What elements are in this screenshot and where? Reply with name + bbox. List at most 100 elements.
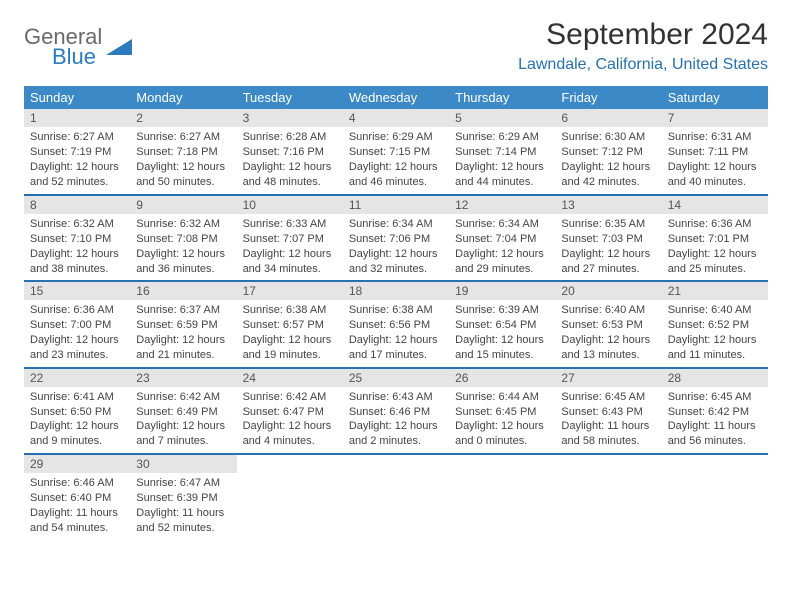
logo-text-bottom: Blue <box>52 44 102 70</box>
day-body: Sunrise: 6:39 AMSunset: 6:54 PMDaylight:… <box>449 300 555 366</box>
title-block: September 2024 Lawndale, California, Uni… <box>518 18 768 74</box>
day-number: 15 <box>24 282 130 300</box>
day-number: 11 <box>343 196 449 214</box>
header: General Blue September 2024 Lawndale, Ca… <box>24 18 768 74</box>
calendar-cell: 25Sunrise: 6:43 AMSunset: 6:46 PMDayligh… <box>343 368 449 454</box>
calendar-cell: 3Sunrise: 6:28 AMSunset: 7:16 PMDaylight… <box>237 109 343 195</box>
calendar-cell: 16Sunrise: 6:37 AMSunset: 6:59 PMDayligh… <box>130 281 236 367</box>
day-number: 28 <box>662 369 768 387</box>
day-body: Sunrise: 6:37 AMSunset: 6:59 PMDaylight:… <box>130 300 236 366</box>
day-body: Sunrise: 6:43 AMSunset: 6:46 PMDaylight:… <box>343 387 449 453</box>
day-body: Sunrise: 6:42 AMSunset: 6:49 PMDaylight:… <box>130 387 236 453</box>
day-body: Sunrise: 6:45 AMSunset: 6:42 PMDaylight:… <box>662 387 768 453</box>
day-number: 2 <box>130 109 236 127</box>
day-number: 25 <box>343 369 449 387</box>
day-number: 5 <box>449 109 555 127</box>
day-header: Tuesday <box>237 86 343 109</box>
calendar-cell: 23Sunrise: 6:42 AMSunset: 6:49 PMDayligh… <box>130 368 236 454</box>
calendar-cell: 4Sunrise: 6:29 AMSunset: 7:15 PMDaylight… <box>343 109 449 195</box>
calendar-cell: 19Sunrise: 6:39 AMSunset: 6:54 PMDayligh… <box>449 281 555 367</box>
day-body: Sunrise: 6:36 AMSunset: 7:00 PMDaylight:… <box>24 300 130 366</box>
day-header: Monday <box>130 86 236 109</box>
day-body: Sunrise: 6:41 AMSunset: 6:50 PMDaylight:… <box>24 387 130 453</box>
day-body: Sunrise: 6:30 AMSunset: 7:12 PMDaylight:… <box>555 127 661 193</box>
day-body: Sunrise: 6:47 AMSunset: 6:39 PMDaylight:… <box>130 473 236 539</box>
calendar-cell: 15Sunrise: 6:36 AMSunset: 7:00 PMDayligh… <box>24 281 130 367</box>
calendar-cell: 18Sunrise: 6:38 AMSunset: 6:56 PMDayligh… <box>343 281 449 367</box>
calendar-cell: 22Sunrise: 6:41 AMSunset: 6:50 PMDayligh… <box>24 368 130 454</box>
calendar-cell: 13Sunrise: 6:35 AMSunset: 7:03 PMDayligh… <box>555 195 661 281</box>
calendar-cell <box>449 454 555 540</box>
day-number: 3 <box>237 109 343 127</box>
day-number: 14 <box>662 196 768 214</box>
calendar-cell: 2Sunrise: 6:27 AMSunset: 7:18 PMDaylight… <box>130 109 236 195</box>
day-body: Sunrise: 6:40 AMSunset: 6:53 PMDaylight:… <box>555 300 661 366</box>
calendar-cell: 17Sunrise: 6:38 AMSunset: 6:57 PMDayligh… <box>237 281 343 367</box>
logo-triangle-icon <box>106 37 132 62</box>
day-body: Sunrise: 6:42 AMSunset: 6:47 PMDaylight:… <box>237 387 343 453</box>
day-body: Sunrise: 6:29 AMSunset: 7:14 PMDaylight:… <box>449 127 555 193</box>
day-body: Sunrise: 6:44 AMSunset: 6:45 PMDaylight:… <box>449 387 555 453</box>
day-body: Sunrise: 6:34 AMSunset: 7:04 PMDaylight:… <box>449 214 555 280</box>
day-number: 27 <box>555 369 661 387</box>
day-number: 26 <box>449 369 555 387</box>
calendar-cell: 28Sunrise: 6:45 AMSunset: 6:42 PMDayligh… <box>662 368 768 454</box>
day-body: Sunrise: 6:45 AMSunset: 6:43 PMDaylight:… <box>555 387 661 453</box>
day-header: Friday <box>555 86 661 109</box>
calendar-cell <box>662 454 768 540</box>
calendar-cell <box>555 454 661 540</box>
calendar-cell: 21Sunrise: 6:40 AMSunset: 6:52 PMDayligh… <box>662 281 768 367</box>
calendar-cell: 29Sunrise: 6:46 AMSunset: 6:40 PMDayligh… <box>24 454 130 540</box>
day-number: 24 <box>237 369 343 387</box>
day-body: Sunrise: 6:28 AMSunset: 7:16 PMDaylight:… <box>237 127 343 193</box>
calendar-cell: 9Sunrise: 6:32 AMSunset: 7:08 PMDaylight… <box>130 195 236 281</box>
day-header: Saturday <box>662 86 768 109</box>
calendar-cell: 7Sunrise: 6:31 AMSunset: 7:11 PMDaylight… <box>662 109 768 195</box>
day-number: 8 <box>24 196 130 214</box>
day-body: Sunrise: 6:35 AMSunset: 7:03 PMDaylight:… <box>555 214 661 280</box>
day-number: 29 <box>24 455 130 473</box>
day-number: 4 <box>343 109 449 127</box>
day-header: Thursday <box>449 86 555 109</box>
calendar-cell: 10Sunrise: 6:33 AMSunset: 7:07 PMDayligh… <box>237 195 343 281</box>
location: Lawndale, California, United States <box>518 56 768 74</box>
calendar-cell: 5Sunrise: 6:29 AMSunset: 7:14 PMDaylight… <box>449 109 555 195</box>
day-body: Sunrise: 6:29 AMSunset: 7:15 PMDaylight:… <box>343 127 449 193</box>
month-title: September 2024 <box>518 18 768 52</box>
calendar-cell: 12Sunrise: 6:34 AMSunset: 7:04 PMDayligh… <box>449 195 555 281</box>
day-number: 13 <box>555 196 661 214</box>
day-body: Sunrise: 6:31 AMSunset: 7:11 PMDaylight:… <box>662 127 768 193</box>
calendar-cell: 30Sunrise: 6:47 AMSunset: 6:39 PMDayligh… <box>130 454 236 540</box>
day-number: 21 <box>662 282 768 300</box>
day-body: Sunrise: 6:38 AMSunset: 6:57 PMDaylight:… <box>237 300 343 366</box>
day-number: 17 <box>237 282 343 300</box>
day-body: Sunrise: 6:27 AMSunset: 7:19 PMDaylight:… <box>24 127 130 193</box>
day-header: Sunday <box>24 86 130 109</box>
calendar-cell: 1Sunrise: 6:27 AMSunset: 7:19 PMDaylight… <box>24 109 130 195</box>
day-body: Sunrise: 6:33 AMSunset: 7:07 PMDaylight:… <box>237 214 343 280</box>
day-number: 23 <box>130 369 236 387</box>
day-header: Wednesday <box>343 86 449 109</box>
day-body: Sunrise: 6:32 AMSunset: 7:10 PMDaylight:… <box>24 214 130 280</box>
day-body: Sunrise: 6:36 AMSunset: 7:01 PMDaylight:… <box>662 214 768 280</box>
day-number: 10 <box>237 196 343 214</box>
day-number: 19 <box>449 282 555 300</box>
day-number: 1 <box>24 109 130 127</box>
calendar-cell: 24Sunrise: 6:42 AMSunset: 6:47 PMDayligh… <box>237 368 343 454</box>
day-body: Sunrise: 6:32 AMSunset: 7:08 PMDaylight:… <box>130 214 236 280</box>
day-body: Sunrise: 6:38 AMSunset: 6:56 PMDaylight:… <box>343 300 449 366</box>
day-body: Sunrise: 6:34 AMSunset: 7:06 PMDaylight:… <box>343 214 449 280</box>
calendar-cell <box>343 454 449 540</box>
calendar-cell: 14Sunrise: 6:36 AMSunset: 7:01 PMDayligh… <box>662 195 768 281</box>
day-number: 9 <box>130 196 236 214</box>
calendar-cell: 6Sunrise: 6:30 AMSunset: 7:12 PMDaylight… <box>555 109 661 195</box>
calendar-cell: 20Sunrise: 6:40 AMSunset: 6:53 PMDayligh… <box>555 281 661 367</box>
day-number: 12 <box>449 196 555 214</box>
day-body: Sunrise: 6:27 AMSunset: 7:18 PMDaylight:… <box>130 127 236 193</box>
day-body: Sunrise: 6:40 AMSunset: 6:52 PMDaylight:… <box>662 300 768 366</box>
calendar-cell: 8Sunrise: 6:32 AMSunset: 7:10 PMDaylight… <box>24 195 130 281</box>
day-number: 16 <box>130 282 236 300</box>
day-number: 30 <box>130 455 236 473</box>
day-number: 20 <box>555 282 661 300</box>
calendar-cell <box>237 454 343 540</box>
